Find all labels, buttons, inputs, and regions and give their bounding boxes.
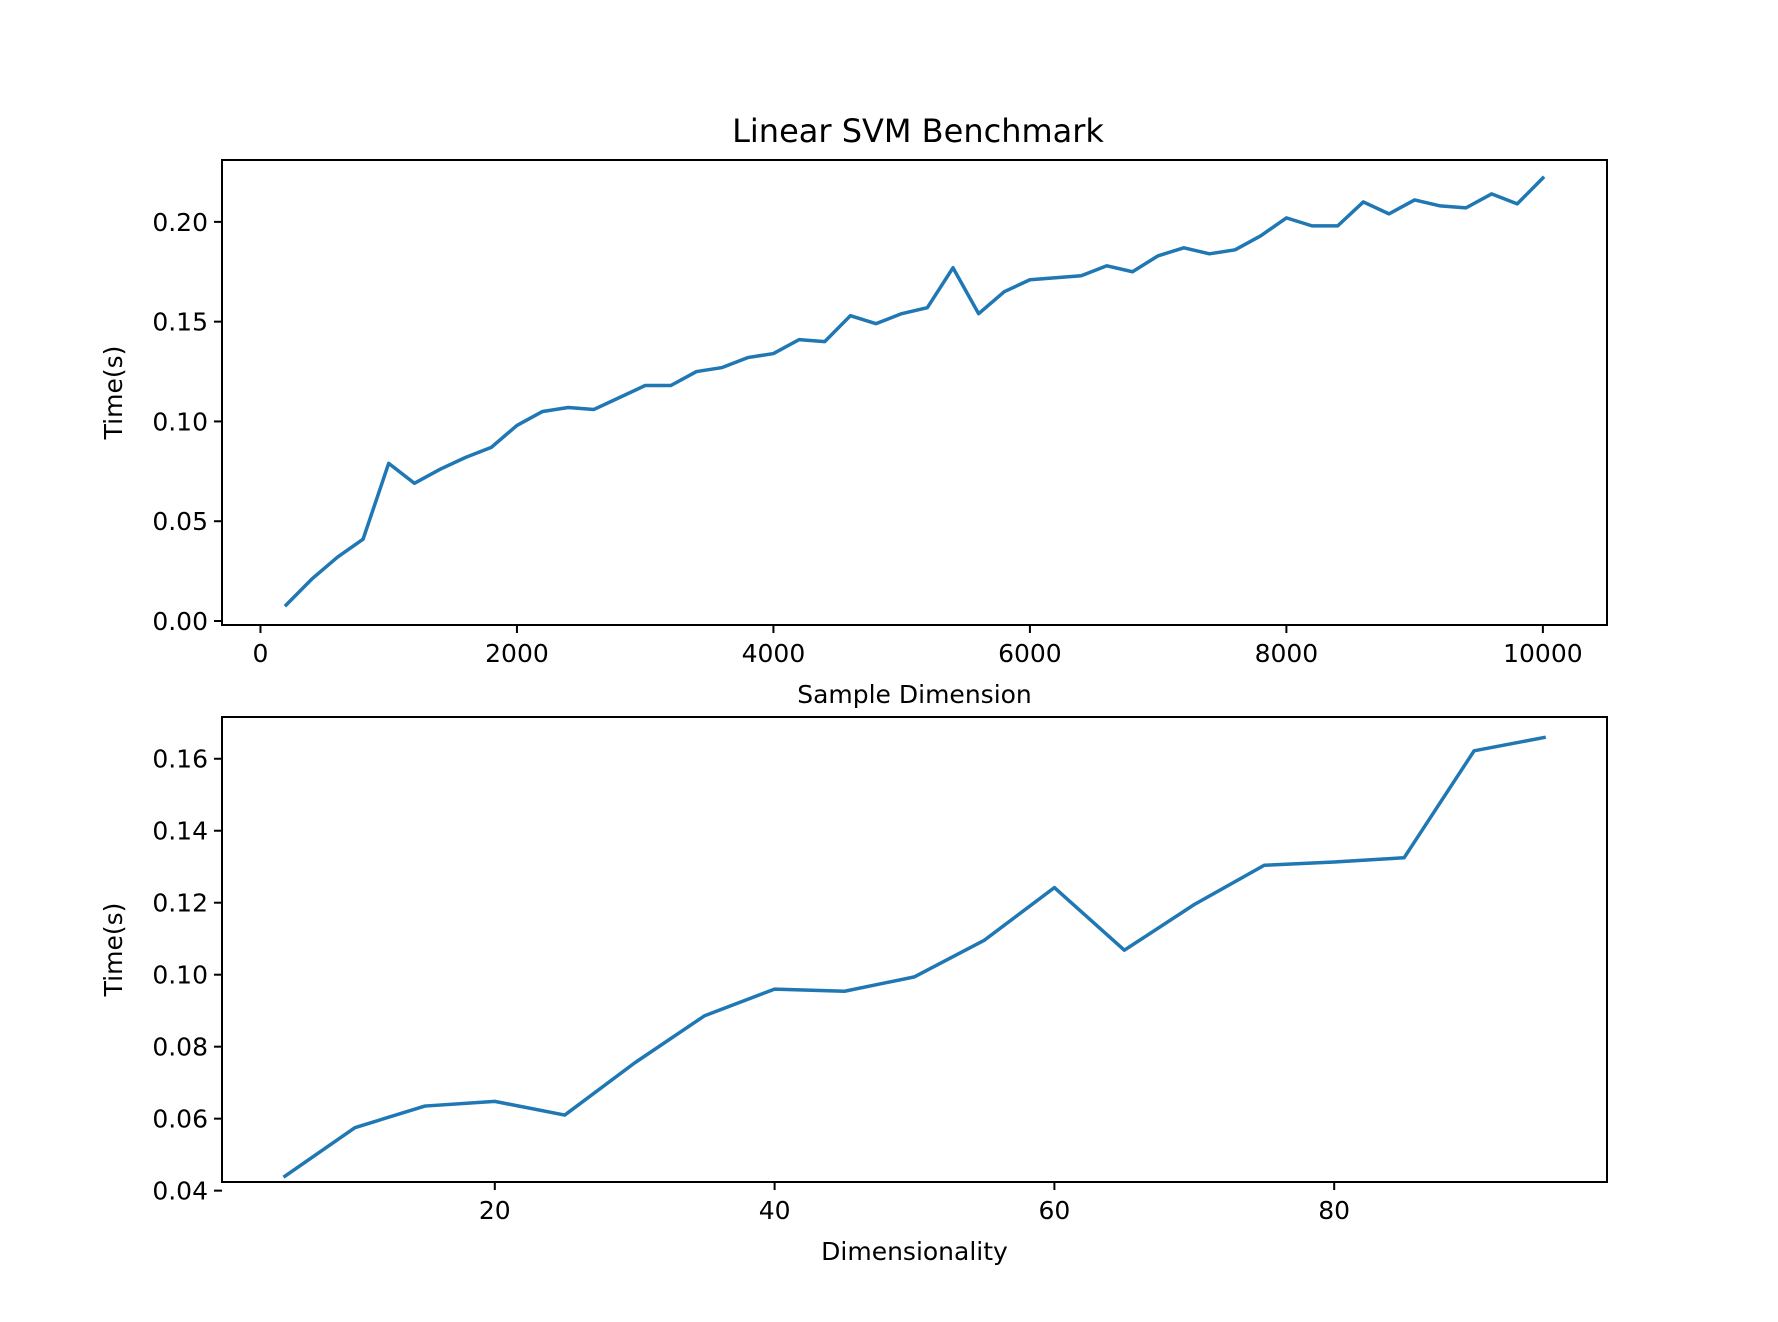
axes-frame <box>221 159 1608 626</box>
x-tick-label: 6000 <box>998 639 1062 668</box>
x-axis-label: Sample Dimension <box>797 680 1032 709</box>
y-tick-label: 0.10 <box>152 407 208 436</box>
series-line <box>283 175 1546 608</box>
y-tick-label: 0.20 <box>152 208 208 237</box>
y-tick-label: 0.12 <box>152 889 208 918</box>
y-tick-label: 0.06 <box>152 1105 208 1134</box>
x-tick-label: 4000 <box>742 639 806 668</box>
x-tick-label: 40 <box>759 1196 791 1225</box>
x-tick-label: 60 <box>1038 1196 1070 1225</box>
y-tick-label: 0.16 <box>152 745 208 774</box>
y-tick-label: 0.14 <box>152 817 208 846</box>
y-tick-label: 0.15 <box>152 308 208 337</box>
y-tick-label: 0.00 <box>152 607 208 636</box>
x-tick-label: 0 <box>253 639 269 668</box>
x-tick-label: 2000 <box>485 639 549 668</box>
x-tick-label: 10000 <box>1503 639 1583 668</box>
bottom-subplot: 20 40 60 80 0.04 0.06 0.08 0.10 0.12 0.14 0.16 Dime… <box>99 716 1608 1266</box>
top-subplot: 0 2000 4000 6000 8000 10000 0.00 0.05 0.10 0.15 0.… <box>99 159 1608 709</box>
x-tick-label: 8000 <box>1255 639 1319 668</box>
y-tick-label: 0.08 <box>152 1033 208 1062</box>
y-tick-label: 0.05 <box>152 507 208 536</box>
x-axis-label: Dimensionality <box>821 1237 1008 1266</box>
axes-frame <box>221 716 1608 1183</box>
y-axis-label: Time(s) <box>99 346 128 441</box>
series-line <box>282 735 1547 1179</box>
x-tick-label: 20 <box>479 1196 511 1225</box>
y-tick-label: 0.04 <box>152 1177 208 1206</box>
y-axis-label: Time(s) <box>99 903 128 998</box>
x-tick-label: 80 <box>1318 1196 1350 1225</box>
y-tick-label: 0.10 <box>152 961 208 990</box>
chart-title: Linear SVM Benchmark <box>732 112 1104 150</box>
